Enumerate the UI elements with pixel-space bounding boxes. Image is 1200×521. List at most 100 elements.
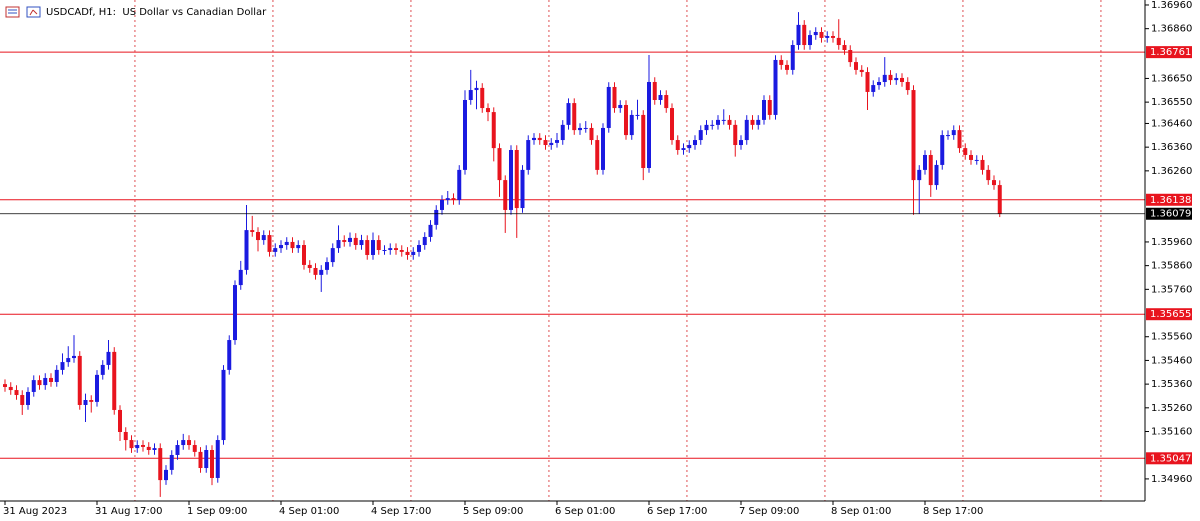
y-tick-label: 1.35460 <box>1151 355 1192 366</box>
candle-body <box>457 169 462 200</box>
candle-body <box>146 446 151 450</box>
candle-body <box>417 245 421 252</box>
candle-body <box>290 241 295 249</box>
candle-body <box>618 104 623 109</box>
candle-body <box>612 86 617 109</box>
candle-body <box>451 198 456 200</box>
candle-body <box>474 87 479 91</box>
candle-body <box>808 35 812 46</box>
level-label: 1.36138 <box>1150 195 1191 206</box>
x-tick-label: 4 Sep 17:00 <box>371 506 431 517</box>
candle-body <box>946 135 950 137</box>
candle-body <box>986 169 991 181</box>
candle-body <box>641 114 646 169</box>
candle-body <box>503 180 508 210</box>
candle-body <box>555 140 559 143</box>
chart-title: USDCADf, H1: US Dollar vs Canadian Dolla… <box>46 7 267 18</box>
candle-body <box>836 37 841 46</box>
candle-body <box>698 130 703 141</box>
candle-body <box>54 369 59 382</box>
level-label-box <box>1146 452 1192 465</box>
candle-body <box>371 240 375 255</box>
candle-body <box>152 448 157 450</box>
x-tick-label: 6 Sep 01:00 <box>555 506 615 517</box>
level-label-box <box>1146 308 1192 321</box>
candle-body <box>273 248 278 252</box>
candle-body <box>198 451 203 469</box>
candle-body <box>779 59 784 65</box>
candle-body <box>175 445 180 455</box>
last-price-label: 1.36079 <box>1150 209 1191 220</box>
y-tick-label: 1.36460 <box>1151 118 1192 129</box>
candle-body <box>831 36 835 38</box>
candle-body <box>606 86 611 128</box>
candle-body <box>307 264 312 269</box>
y-tick-label: 1.36860 <box>1151 24 1192 35</box>
candle-body <box>635 114 640 116</box>
level-label: 1.36761 <box>1150 47 1191 58</box>
x-tick-label: 6 Sep 17:00 <box>647 506 707 517</box>
candle-body <box>336 240 341 249</box>
candle-body <box>589 127 594 141</box>
candle-body <box>100 364 105 375</box>
candle-body <box>813 31 818 36</box>
candle-body <box>934 164 939 186</box>
candle-body <box>882 74 887 82</box>
candle-body <box>526 140 531 170</box>
candle-body <box>388 248 393 250</box>
candle-body <box>854 62 858 70</box>
candle-body <box>629 114 634 136</box>
candle-body <box>767 100 772 115</box>
candle-body <box>727 119 732 125</box>
candle-body <box>284 241 289 246</box>
candle-body <box>95 374 99 402</box>
candle-body <box>785 64 789 70</box>
candle-body <box>773 59 778 115</box>
candle-body <box>31 380 36 392</box>
last-price-box <box>1146 207 1192 220</box>
x-tick-label: 7 Sep 09:00 <box>739 506 799 517</box>
candle-body <box>865 72 870 92</box>
x-tick-label: 8 Sep 17:00 <box>923 506 983 517</box>
candle-body <box>313 268 318 275</box>
candle-body <box>37 380 42 386</box>
candle-body <box>733 124 738 146</box>
candle-body <box>900 77 904 82</box>
candle-body <box>940 135 945 165</box>
candle-body <box>790 45 795 70</box>
candle-body <box>463 100 467 170</box>
candle-body <box>509 150 513 210</box>
candle-body <box>72 355 76 359</box>
candle-body <box>227 340 232 370</box>
icon <box>5 6 20 18</box>
candle-body <box>480 87 485 109</box>
candle-body <box>411 251 416 255</box>
candle-body <box>256 231 260 241</box>
candle-body <box>112 351 117 410</box>
candle-body <box>250 230 255 232</box>
candle-body <box>399 250 404 252</box>
candle-body <box>192 445 197 452</box>
candle-body <box>549 142 554 146</box>
y-tick-label: 1.36550 <box>1151 97 1192 108</box>
candle-body <box>359 240 364 246</box>
candle-body <box>221 369 226 441</box>
candle-body <box>532 137 536 141</box>
symbol-icons <box>5 6 41 18</box>
candle-body <box>302 245 306 265</box>
candle-body <box>486 108 490 113</box>
candle-body <box>106 351 111 365</box>
candle-body <box>681 148 686 150</box>
level-label: 1.35047 <box>1150 453 1191 464</box>
candle-body <box>842 45 847 50</box>
candle-body <box>951 130 956 136</box>
candle-body <box>704 124 709 131</box>
candle-body <box>8 386 13 391</box>
candle-body <box>89 400 94 402</box>
candle-body <box>325 262 329 270</box>
candle-body <box>215 440 220 478</box>
candle-body <box>997 185 1002 214</box>
candle-body <box>802 24 807 46</box>
